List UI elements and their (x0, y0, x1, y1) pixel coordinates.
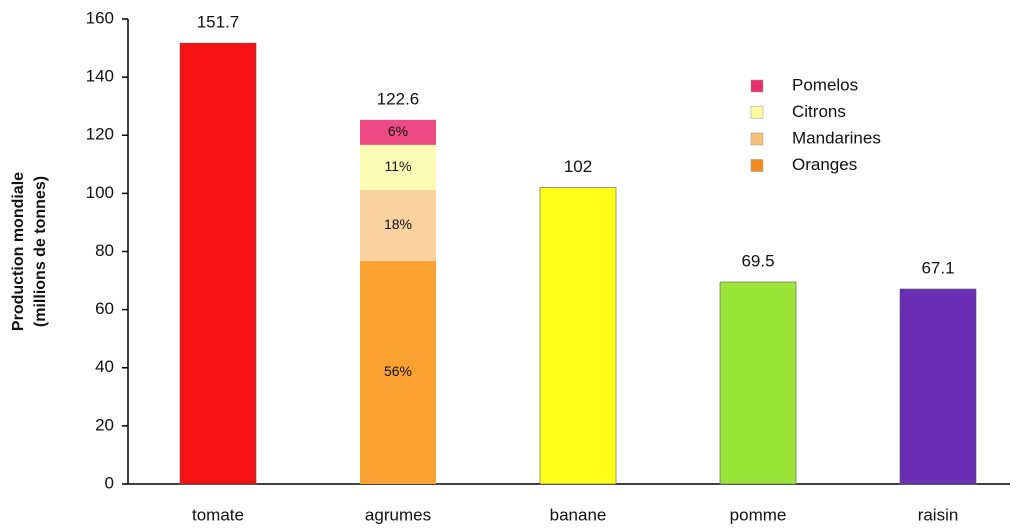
bar (180, 43, 256, 484)
y-tick-label: 20 (95, 415, 114, 434)
y-tick-label: 160 (86, 8, 114, 27)
bar (900, 289, 976, 484)
y-tick-label: 120 (86, 125, 114, 144)
value-label: 151.7 (197, 13, 240, 32)
value-label: 122.6 (377, 89, 420, 108)
y-tick-label: 80 (95, 241, 114, 260)
legend-label: Mandarines (792, 128, 881, 147)
y-tick-label: 100 (86, 183, 114, 202)
legend-swatch (751, 160, 763, 172)
legend-swatch (751, 107, 763, 119)
x-tick-label: tomate (192, 505, 244, 524)
x-tick-label: pomme (730, 505, 787, 524)
bar (720, 282, 796, 484)
x-tick-label: banane (550, 505, 607, 524)
legend-label: Oranges (792, 155, 857, 174)
value-label: 69.5 (741, 252, 774, 271)
legend-label: Pomelos (792, 75, 858, 94)
segment-label: 56% (384, 363, 412, 379)
y-tick-label: 60 (95, 299, 114, 318)
legend-swatch (751, 133, 763, 145)
y-axis-title-line: Production mondiale (10, 172, 27, 331)
y-tick-label: 40 (95, 357, 114, 376)
x-tick-label: raisin (918, 505, 959, 524)
segment-label: 6% (388, 123, 408, 139)
segment-label: 18% (384, 216, 412, 232)
legend-label: Citrons (792, 102, 846, 121)
chart: 0 20 40 60 80 100 120 140 160 Production mondiale… (0, 0, 1018, 529)
segment-label: 11% (385, 158, 412, 174)
value-label: 67.1 (921, 258, 954, 277)
x-tick-label: agrumes (365, 505, 431, 524)
y-tick-label: 0 (105, 473, 114, 492)
y-tick-label: 140 (86, 67, 114, 86)
bar (540, 188, 616, 484)
y-axis-title-line: (millions de tonnes) (32, 176, 49, 327)
page: {"chart_data": {"type": "bar", "ylabel":… (0, 0, 1018, 529)
y-axis-title: Production mondiale (millions de tonnes) (10, 172, 49, 331)
legend-swatch (751, 80, 763, 92)
value-label: 102 (564, 157, 592, 176)
